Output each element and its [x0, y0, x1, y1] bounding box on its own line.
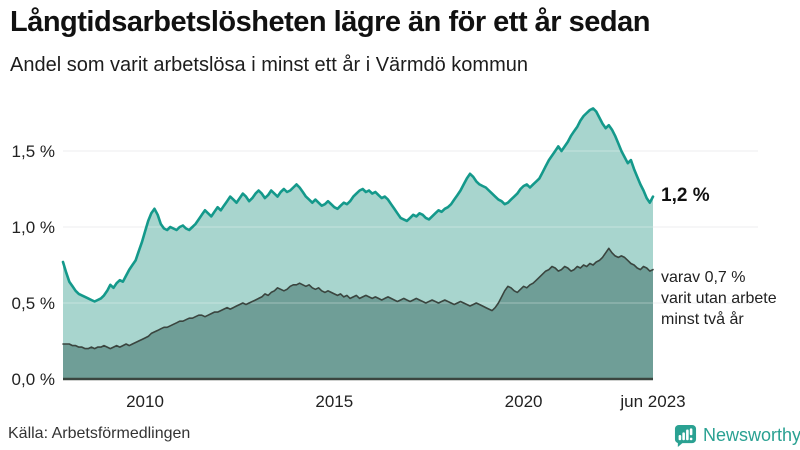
chart-svg: 2010 2015 2020 jun 2023 0,0 % 0,5 % 1,0 % 1,5 % [12, 107, 758, 411]
area-series-1 [63, 248, 653, 379]
x-tick-label: 2020 [505, 392, 543, 411]
y-tick-label: 1,0 % [12, 218, 55, 237]
page-subtitle: Andel som varit arbetslösa i minst ett å… [10, 54, 528, 76]
newsworthy-icon [674, 424, 697, 447]
source-label: Källa: Arbetsförmedlingen [8, 425, 191, 442]
y-tick-label: 0,5 % [12, 294, 55, 313]
latest-value-label: 1,2 % [661, 185, 710, 206]
y-tick-label: 1,5 % [12, 142, 55, 161]
newsworthy-wordmark: Newsworthy [703, 425, 800, 445]
line-series-1 [62, 247, 654, 350]
chart-area: 2010 2015 2020 jun 2023 0,0 % 0,5 % 1,0 % 1,5 % [0, 85, 800, 420]
page-title: Långtidsarbetslösheten lägre än för ett … [10, 6, 650, 38]
two-year-annotation: varav 0,7 % varit utan arbete minst två … [661, 269, 777, 328]
y-tick-label: 0,0 % [12, 370, 55, 389]
newsworthy-logo[interactable]: Newsworthy [674, 424, 800, 447]
x-tick-label: jun 2023 [619, 392, 685, 411]
line-series-0 [61, 107, 655, 303]
x-tick-label: 2010 [126, 392, 164, 411]
x-tick-label: 2015 [315, 392, 353, 411]
